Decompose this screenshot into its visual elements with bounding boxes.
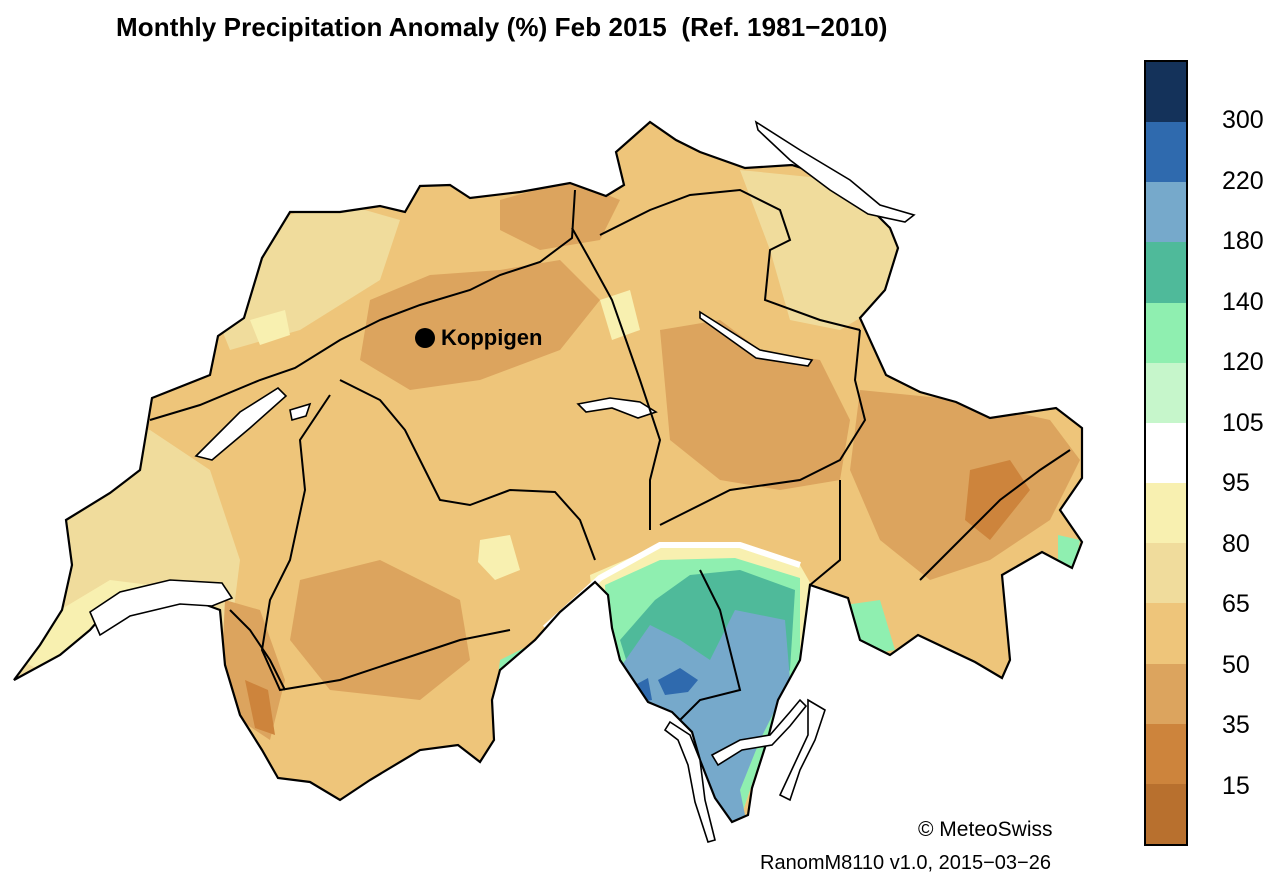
field-valais-dry (290, 560, 470, 700)
legend-tick-label: 35 (1222, 711, 1250, 740)
legend-color-segment (1146, 783, 1186, 845)
field-north-dry (500, 180, 620, 250)
legend-tick-label: 140 (1222, 287, 1264, 316)
lake-neuchatel (194, 386, 288, 461)
lake-lugano (710, 698, 808, 767)
legend-color-segment (1146, 543, 1186, 604)
boundary-grisons-south (809, 480, 841, 586)
legend-tick-label: 15 (1222, 771, 1250, 800)
lake-biel (289, 402, 312, 422)
legend-tick-label: 65 (1222, 590, 1250, 619)
legend-tick-label: 95 (1222, 469, 1250, 498)
legend-color-segment (1146, 723, 1186, 784)
legend-color-segment (1146, 422, 1186, 484)
lake-geneva (88, 579, 234, 637)
legend-color-segment (1146, 362, 1186, 423)
lake-como (778, 698, 826, 802)
lake-lucerne (576, 397, 658, 419)
lake-constance (754, 120, 916, 223)
anomaly-field (14, 122, 1082, 822)
lake-zurich (699, 310, 814, 367)
field-near-normal-patch-1 (478, 535, 520, 580)
legend-color-segment (1146, 122, 1186, 183)
legend-color-segment (1146, 242, 1186, 303)
legend-tick-label: 300 (1222, 106, 1264, 135)
legend-tick-label: 80 (1222, 529, 1250, 558)
station-koppigen: Koppigen (415, 325, 542, 350)
legend-tick-label: 120 (1222, 348, 1264, 377)
legend-tick-label: 50 (1222, 650, 1250, 679)
legend-color-segment (1146, 62, 1186, 123)
legend-color-segment (1146, 182, 1186, 243)
lake-maggiore (663, 720, 716, 843)
field-central-dry (360, 260, 600, 390)
legend-color-segment (1146, 663, 1186, 724)
station-label: Koppigen (441, 325, 542, 350)
boundary-engadine (919, 449, 1071, 581)
field-near-normal-patch-3 (600, 290, 640, 340)
boundary-jura-plateau (149, 189, 576, 421)
boundary-east (659, 329, 867, 526)
field-ticino-blue-1 (658, 668, 698, 695)
field-ticino-light-blue (622, 610, 790, 822)
map-title: Monthly Precipitation Anomaly (%) Feb 20… (116, 12, 888, 42)
field-near-normal-patch-2 (250, 310, 290, 345)
precipitation-anomaly-map: Koppigen (12, 120, 1084, 843)
field-grisons-dry (850, 390, 1080, 580)
lakes (88, 120, 916, 843)
field-valais-very-dry (245, 680, 275, 735)
boundary-ticino (679, 569, 742, 721)
product-version: RanomM8110 v1.0, 2015−03−26 (760, 852, 1051, 874)
regional-boundaries (149, 188, 1071, 721)
boundary-plateau-alps (339, 379, 596, 561)
boundary-valais (229, 609, 286, 691)
boundary-west-alps (260, 394, 511, 692)
legend-tick-label: 105 (1222, 408, 1264, 437)
boundary-northeast (599, 188, 861, 331)
legend-color-segment (1146, 603, 1186, 664)
boundary-central (571, 227, 662, 530)
legend-colorbar (1144, 60, 1188, 846)
field-simplon-teal (500, 660, 540, 712)
legend-color-segment (1146, 302, 1186, 363)
station-dot (415, 328, 435, 348)
legend-tick-label: 180 (1222, 227, 1264, 256)
legend-tick-label: 220 (1222, 166, 1264, 195)
field-bregaglia-green (845, 600, 895, 655)
copyright-credit: © MeteoSwiss (918, 818, 1053, 841)
legend-color-segment (1146, 483, 1186, 544)
